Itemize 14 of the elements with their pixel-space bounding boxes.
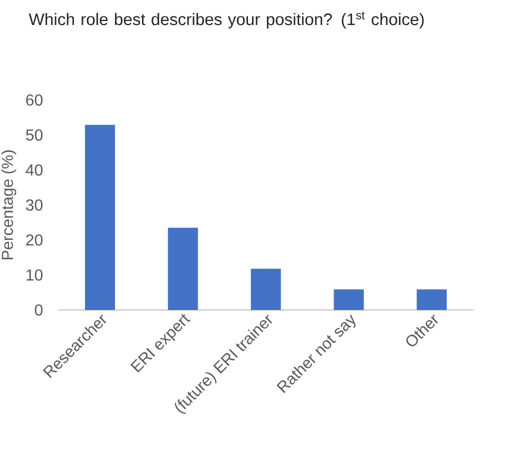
chart-title: Which role best describes your position? (1$^{st}$ choice) (28, 12, 424, 28)
bar (168, 228, 198, 310)
bar (85, 124, 116, 310)
y-tick-label: 40 (26, 164, 43, 176)
y-tick-label: 50 (26, 129, 43, 141)
bar (250, 268, 281, 310)
y-tick-label: 0 (34, 304, 43, 316)
y-tick-label: 60 (26, 94, 43, 106)
y-tick-label: 30 (26, 199, 43, 211)
bar (334, 289, 364, 310)
y-tick-label: 20 (26, 234, 43, 246)
y-axis-title: Percentage (%) (1, 150, 16, 260)
y-tick-label: 10 (26, 269, 43, 281)
bar (416, 289, 447, 310)
